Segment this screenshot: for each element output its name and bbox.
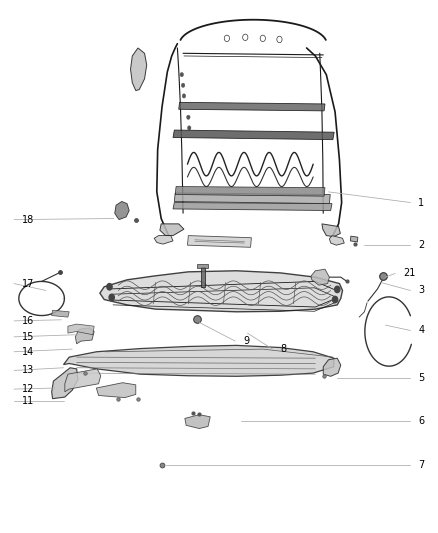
Text: 6: 6 — [418, 416, 424, 426]
Text: 12: 12 — [22, 384, 34, 394]
Circle shape — [180, 72, 184, 77]
Circle shape — [187, 115, 190, 119]
Polygon shape — [154, 236, 173, 244]
Circle shape — [187, 126, 191, 130]
Text: 2: 2 — [418, 240, 424, 250]
Polygon shape — [350, 236, 358, 242]
Polygon shape — [131, 48, 147, 91]
Polygon shape — [75, 328, 94, 344]
Polygon shape — [52, 368, 78, 399]
Circle shape — [109, 294, 114, 301]
Text: 14: 14 — [22, 347, 34, 357]
Polygon shape — [52, 310, 69, 317]
Polygon shape — [115, 201, 129, 220]
Text: 9: 9 — [243, 336, 249, 346]
Polygon shape — [322, 224, 340, 237]
Text: 1: 1 — [418, 198, 424, 207]
Polygon shape — [64, 345, 334, 376]
Text: 11: 11 — [22, 396, 34, 406]
Polygon shape — [201, 266, 205, 287]
Polygon shape — [96, 383, 136, 398]
Circle shape — [332, 296, 338, 303]
Text: 7: 7 — [418, 460, 424, 470]
Circle shape — [181, 83, 185, 87]
Circle shape — [182, 94, 186, 98]
Polygon shape — [185, 415, 210, 429]
Text: 15: 15 — [22, 332, 34, 342]
Text: 17: 17 — [22, 279, 34, 288]
Polygon shape — [311, 269, 329, 285]
Polygon shape — [160, 224, 184, 236]
Text: 18: 18 — [22, 215, 34, 224]
Circle shape — [335, 286, 340, 293]
Polygon shape — [65, 369, 101, 392]
Polygon shape — [329, 236, 344, 245]
Polygon shape — [197, 264, 208, 268]
Polygon shape — [68, 324, 94, 335]
Text: 16: 16 — [22, 316, 34, 326]
Polygon shape — [173, 130, 334, 140]
Polygon shape — [179, 102, 325, 111]
Polygon shape — [174, 193, 330, 204]
Text: 3: 3 — [418, 286, 424, 295]
Text: 5: 5 — [418, 374, 424, 383]
Polygon shape — [100, 271, 343, 312]
Polygon shape — [175, 187, 325, 196]
Text: 4: 4 — [418, 326, 424, 335]
Text: 21: 21 — [403, 269, 415, 278]
Polygon shape — [173, 203, 332, 211]
Text: 13: 13 — [22, 366, 34, 375]
Text: 8: 8 — [280, 344, 286, 354]
Polygon shape — [323, 358, 341, 376]
Circle shape — [107, 284, 112, 290]
Polygon shape — [187, 236, 251, 247]
